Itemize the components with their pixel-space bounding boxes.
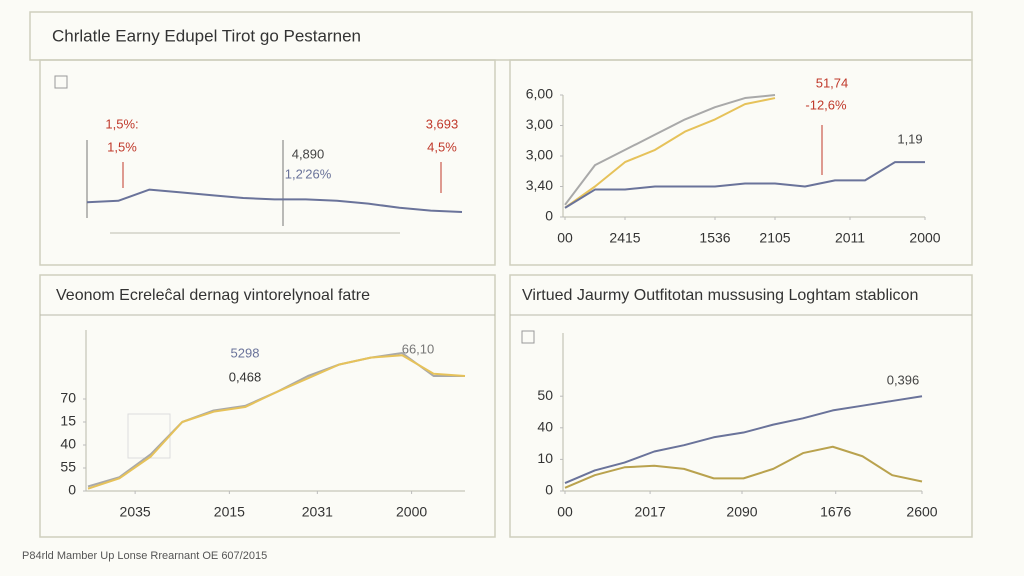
x-tick-label: 2000 <box>396 504 427 520</box>
icon <box>54 75 68 89</box>
icon <box>521 330 535 344</box>
panel-frame <box>509 59 973 266</box>
y-tick-label: 0 <box>545 482 553 498</box>
panel-frame <box>509 274 973 538</box>
panel-title: Veonom Ecreleĉal dernag vintorelynoal fa… <box>56 287 370 304</box>
y-tick-label: 55 <box>60 459 76 475</box>
series-line <box>86 188 463 213</box>
y-tick-label: 15 <box>60 413 76 429</box>
series-line <box>564 395 923 485</box>
x-tick-label: 00 <box>557 230 573 246</box>
y-tick-label: 3,00 <box>526 147 553 163</box>
x-tick-label: 2011 <box>835 230 865 246</box>
annotation: 66,10 <box>402 341 435 356</box>
x-tick-label: 2015 <box>214 504 245 520</box>
y-tick-label: 0 <box>68 482 76 498</box>
annotation: -12,6% <box>805 97 847 112</box>
y-tick-label: 3,40 <box>526 177 553 193</box>
annotation: 4,890 <box>292 146 325 161</box>
series-line <box>564 97 776 209</box>
x-tick-label: 2035 <box>120 504 151 520</box>
annotation: 1,5% <box>107 139 137 154</box>
panel-title: Virtued Jaurmy Outfitotan mussusing Logh… <box>522 287 918 304</box>
x-tick-label: 2090 <box>726 504 757 520</box>
x-tick-label: 00 <box>557 504 573 520</box>
header-title: Chrlatle Earny Edupel Tirot go Pestarnen <box>52 26 361 45</box>
annotation: 51,74 <box>816 75 849 90</box>
y-tick-label: 6,00 <box>526 86 553 102</box>
annotation: 1,5%: <box>105 116 138 131</box>
x-tick-label: 2105 <box>759 230 790 246</box>
x-tick-label: 2600 <box>906 504 937 520</box>
series-line <box>564 94 776 206</box>
annotation: 4,5% <box>427 139 457 154</box>
x-tick-label: 1536 <box>699 230 730 246</box>
annotation: 0,468 <box>229 369 262 384</box>
y-tick-label: 3,00 <box>526 116 553 132</box>
series-line <box>87 354 466 490</box>
y-tick-label: 40 <box>537 419 553 435</box>
x-tick-label: 2000 <box>909 230 940 246</box>
panel-frame <box>39 274 496 538</box>
annotation: 5298 <box>231 345 260 360</box>
y-tick-label: 0 <box>545 208 553 224</box>
panel-frame <box>39 59 496 266</box>
annotation: 1,2′26% <box>285 166 332 181</box>
x-tick-label: 2031 <box>302 504 333 520</box>
series-line <box>564 161 925 209</box>
x-tick-label: 2415 <box>609 230 640 246</box>
header-frame <box>29 11 973 61</box>
x-tick-label: 2017 <box>635 504 666 520</box>
y-tick-label: 40 <box>60 436 76 452</box>
x-tick-label: 1676 <box>820 504 851 520</box>
y-tick-label: 10 <box>537 450 553 466</box>
series-line <box>87 352 465 488</box>
series-line <box>564 445 923 489</box>
footer: P84rld Mamber Up Lonse Rrearnant OE 607/… <box>22 550 267 562</box>
annotation: 0,396 <box>887 372 920 387</box>
y-tick-label: 50 <box>537 387 553 403</box>
annotation: 3,693 <box>426 116 459 131</box>
annotation: 1,19 <box>897 131 922 146</box>
y-tick-label: 70 <box>60 390 76 406</box>
icon <box>127 413 171 459</box>
